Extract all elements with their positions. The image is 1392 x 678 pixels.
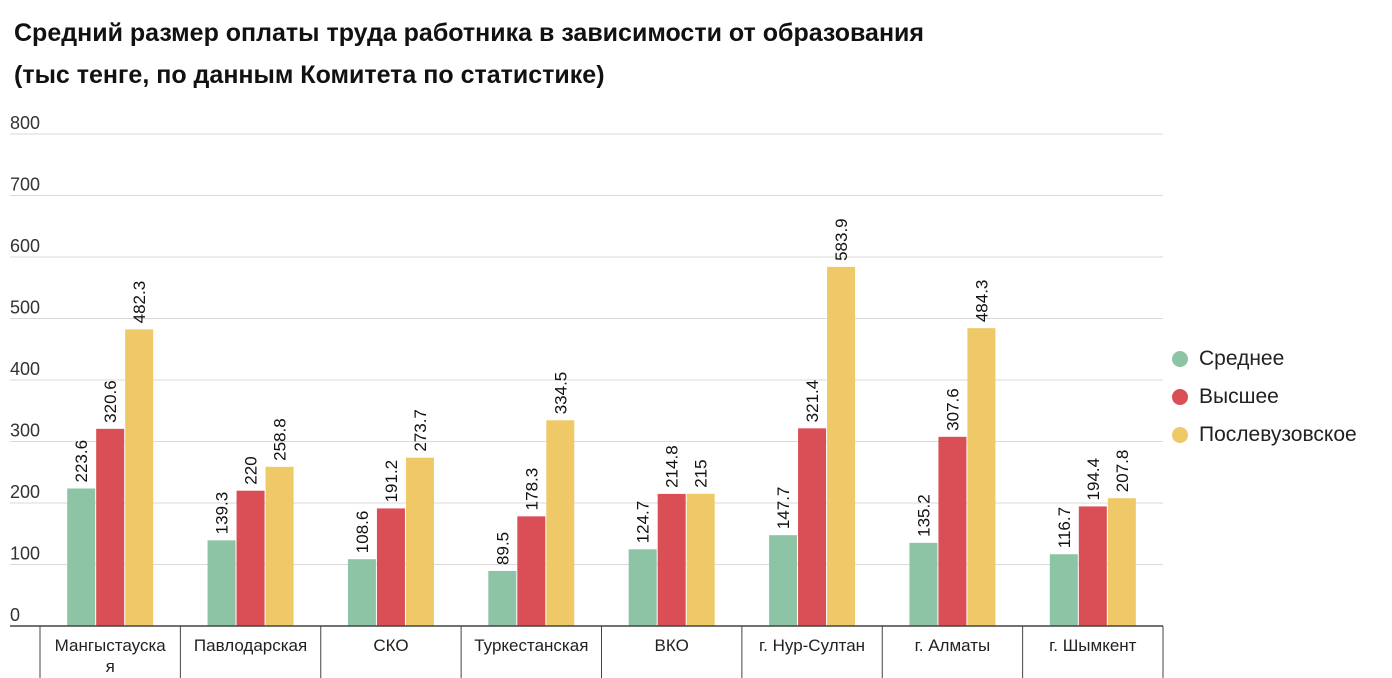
- bar-Среднее: [909, 542, 938, 626]
- bar-Высшее: [798, 428, 827, 626]
- x-category-label: СКО: [373, 636, 408, 655]
- y-tick-label: 200: [10, 482, 40, 502]
- bar-Послевузовское: [827, 266, 856, 626]
- x-category-label: я: [106, 657, 115, 676]
- y-tick-label: 700: [10, 175, 40, 195]
- bar-value-label: 215: [692, 459, 711, 487]
- chart-title-line-1: Средний размер оплаты труда работника в …: [14, 19, 924, 47]
- x-category-label: Туркестанская: [474, 636, 588, 655]
- bar-Послевузовское: [125, 329, 154, 626]
- bar-value-label: 334.5: [551, 372, 570, 415]
- bars-layer: [67, 266, 1136, 626]
- x-category-label: г. Нур-Султан: [759, 636, 865, 655]
- legend-swatch: [1172, 389, 1188, 405]
- bar-Среднее: [1049, 554, 1078, 626]
- bar-value-label: 194.4: [1084, 458, 1103, 501]
- legend-label: Послевузовское: [1199, 423, 1357, 446]
- bar-value-label: 139.3: [213, 492, 232, 535]
- chart-title: Средний размер оплаты труда работника в …: [14, 12, 924, 96]
- y-tick-label: 600: [10, 236, 40, 256]
- bar-Высшее: [96, 428, 125, 626]
- bar-value-label: 214.8: [663, 445, 682, 488]
- x-category-label: Мангыстауска: [55, 636, 167, 655]
- y-tick-label: 0: [10, 605, 20, 625]
- bar-value-label: 207.8: [1113, 450, 1132, 493]
- legend-item: Высшее: [1172, 378, 1357, 416]
- value-labels-layer: 223.6 320.6 482.3 139.3 220 258.8 108.6 191.2 27…: [72, 218, 1132, 565]
- bar-value-label: 258.8: [271, 418, 290, 461]
- legend-label: Высшее: [1199, 385, 1279, 408]
- legend-swatch: [1172, 351, 1188, 367]
- y-tick-label: 400: [10, 359, 40, 379]
- bar-value-label: 108.6: [353, 511, 372, 554]
- bar-value-label: 307.6: [943, 388, 962, 431]
- legend-item: Среднее: [1172, 340, 1357, 378]
- bar-value-label: 135.2: [914, 494, 933, 537]
- bar-value-label: 583.9: [832, 218, 851, 261]
- bar-Среднее: [207, 540, 236, 626]
- y-tick-label: 800: [10, 113, 40, 133]
- bar-value-label: 482.3: [130, 281, 149, 324]
- bar-value-label: 191.2: [382, 460, 401, 503]
- bar-Среднее: [67, 488, 96, 626]
- legend: Среднее Высшее Послевузовское: [1172, 340, 1357, 454]
- bar-Высшее: [938, 436, 967, 626]
- legend-swatch: [1172, 427, 1188, 443]
- bar-value-label: 320.6: [101, 380, 120, 423]
- bar-value-label: 147.7: [774, 487, 793, 530]
- chart-title-line-2: (тыс тенге, по данным Комитета по статис…: [14, 61, 605, 89]
- bar-Среднее: [347, 559, 376, 626]
- bar-Среднее: [769, 535, 798, 626]
- bar-Послевузовское: [265, 466, 294, 626]
- legend-item: Послевузовское: [1172, 416, 1357, 454]
- y-tick-label: 300: [10, 421, 40, 441]
- bar-Послевузовское: [967, 328, 996, 626]
- bar-value-label: 484.3: [972, 280, 991, 323]
- bar-value-label: 273.7: [411, 409, 430, 452]
- bar-value-label: 220: [242, 456, 261, 484]
- bar-Высшее: [517, 516, 546, 626]
- x-category-label: г. Алматы: [915, 636, 991, 655]
- bar-Среднее: [488, 570, 517, 626]
- bar-Послевузовское: [405, 457, 434, 626]
- bar-value-label: 124.7: [634, 501, 653, 544]
- bar-value-label: 116.7: [1055, 507, 1074, 548]
- legend-label: Среднее: [1199, 347, 1285, 370]
- bar-value-label: 223.6: [72, 440, 91, 483]
- bar-Высшее: [1078, 506, 1107, 626]
- bar-Высшее: [236, 490, 265, 626]
- x-category-label: Павлодарская: [194, 636, 307, 655]
- y-tick-label: 500: [10, 298, 40, 318]
- bar-Послевузовское: [686, 493, 715, 626]
- bar-Среднее: [628, 549, 657, 626]
- x-category-label: г. Шымкент: [1049, 636, 1137, 655]
- y-tick-label: 100: [10, 544, 40, 564]
- bar-value-label: 321.4: [803, 380, 822, 423]
- bar-value-label: 178.3: [522, 468, 541, 511]
- bar-value-label: 89.5: [493, 532, 512, 565]
- bar-Послевузовское: [1107, 498, 1136, 626]
- bar-Высшее: [376, 508, 405, 626]
- bar-Послевузовское: [546, 420, 575, 626]
- x-category-label: ВКО: [655, 636, 689, 655]
- x-axis: Мангыстауска я Павлодарская СКО Туркестанска…: [10, 625, 1164, 678]
- bar-Высшее: [657, 493, 686, 626]
